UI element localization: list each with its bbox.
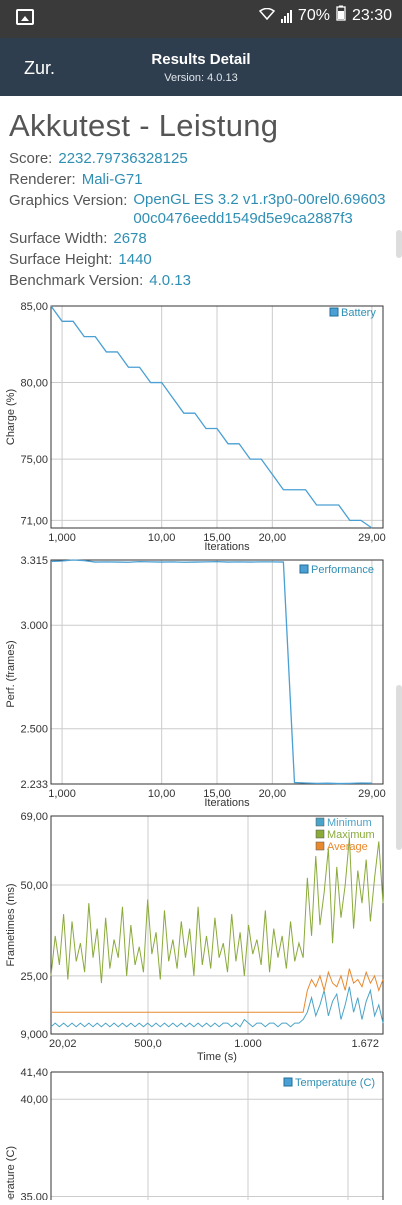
version-subtitle: Version: 4.0.13	[164, 72, 238, 84]
gallery-notification-icon	[16, 9, 34, 25]
x-tick-label: 20,02	[49, 1038, 77, 1050]
frametimes-series-line-minimum	[50, 986, 384, 1028]
detail-row-surface-width: Surface Width: 2678	[9, 228, 402, 249]
y-tick-label: 41,40	[20, 1067, 48, 1079]
battery-chart-svg: 85,00 80,00 75,00 71,001,000 10,00 15,00 20,00…	[5, 301, 386, 553]
detail-value: 1440	[118, 251, 152, 268]
y-tick-label: 75,00	[20, 454, 48, 466]
detail-label: Graphics Version:	[9, 192, 128, 209]
legend-swatch-temperature	[283, 1077, 293, 1087]
page-title: Results Detail	[151, 51, 251, 68]
frametimes-chart: 69,00 50,00 25,00 9,000 20,02 500,0 1.000 1.672…	[0, 810, 402, 1066]
wifi-icon	[258, 7, 276, 25]
legend-swatch-maximum	[315, 829, 325, 839]
y-tick-label: 9,000	[20, 1029, 48, 1041]
plot-frame	[50, 559, 384, 785]
detail-row-renderer: Renderer: Mali-G71	[9, 169, 402, 190]
performance-series-line	[50, 559, 372, 785]
legend-label-temperature: Temperature (C)	[295, 1077, 375, 1089]
detail-label: Surface Width:	[9, 230, 108, 247]
signal-icon	[280, 9, 292, 23]
x-tick-label: 29,00	[358, 532, 386, 544]
y-axis-label: Charge (%)	[5, 389, 17, 445]
x-axis-label: Iterations	[204, 797, 250, 809]
legend-label-minimum: Minimum	[327, 817, 372, 829]
x-tick-label: 10,00	[148, 788, 176, 800]
legend-swatch-performance	[299, 564, 309, 574]
y-tick-label: 35,00	[20, 1192, 48, 1200]
status-right: 70% 23:30	[258, 5, 392, 26]
x-tick-label: 1,000	[48, 788, 76, 800]
test-heading: Akkutest - Leistung	[9, 108, 279, 143]
y-tick-label: 2.233	[20, 779, 48, 791]
x-tick-label: 15,00	[203, 532, 231, 544]
scrollbar-thumb-2[interactable]	[396, 685, 402, 850]
detail-label: Surface Height:	[9, 251, 113, 268]
x-tick-label: 10,00	[148, 532, 176, 544]
detail-value: 2232.79736328125	[58, 150, 188, 167]
y-tick-label: 3.000	[20, 620, 48, 632]
x-tick-label: 1.672	[351, 1038, 379, 1050]
detail-value: 4.0.13	[149, 272, 191, 289]
x-tick-label: 20,00	[259, 788, 287, 800]
y-axis-label: Temperature (C)	[5, 1146, 17, 1200]
y-tick-label: 85,00	[20, 301, 48, 313]
frametimes-series-line-maximum	[50, 837, 384, 984]
y-tick-label: 2.500	[20, 724, 48, 736]
y-tick-label: 40,00	[20, 1094, 48, 1106]
legend-swatch-average	[315, 841, 325, 851]
plot-frame	[50, 305, 384, 529]
clock: 23:30	[351, 6, 392, 24]
x-tick-label: 1,000	[48, 532, 76, 544]
x-tick-label: 15,00	[203, 788, 231, 800]
detail-label: Renderer:	[9, 171, 76, 188]
detail-row-surface-height: Surface Height: 1440	[9, 249, 402, 270]
y-tick-label: 50,00	[20, 880, 48, 892]
battery-series-line	[50, 305, 373, 529]
status-bar: 70% 23:30	[0, 0, 402, 38]
battery-icon	[336, 5, 346, 26]
battery-chart: 85,00 80,00 75,00 71,00 1,000 10,00 15,00 20,00…	[0, 298, 402, 554]
frametimes-series-line-average	[51, 968, 384, 1013]
detail-row-graphics-version: Graphics Version: OpenGL ES 3.2 v1.r3p0-0…	[9, 190, 402, 228]
detail-value: 2678	[113, 230, 147, 247]
performance-chart: 3.315 3.000 2.500 2.233 1,000 10,00 15,00 20,00…	[0, 554, 402, 810]
y-tick-label: 3.315	[20, 555, 48, 567]
detail-row-score: Score: 2232.79736328125	[9, 148, 402, 169]
y-tick-label: 69,00	[20, 811, 48, 823]
title-bar: Zur. Results Detail Version: 4.0.13	[0, 38, 402, 96]
x-tick-label: 1.000	[234, 1038, 262, 1050]
plot-frame	[50, 815, 384, 1035]
detail-label: Benchmark Version:	[9, 272, 144, 289]
battery-percent: 70%	[297, 6, 330, 24]
legend-swatch-battery	[329, 307, 339, 317]
temperature-chart: 41,40 40,00 35,00 Temperature (C) Temperatur…	[0, 1066, 402, 1205]
y-axis-label: Perf. (frames)	[5, 640, 17, 707]
legend-swatch-minimum	[315, 817, 325, 827]
legend-label-performance: Performance	[311, 564, 374, 576]
detail-label: Score:	[9, 150, 53, 167]
detail-row-benchmark-version: Benchmark Version: 4.0.13	[9, 270, 402, 291]
x-tick-label: 29,00	[358, 788, 386, 800]
x-tick-label: 20,00	[259, 532, 287, 544]
scrollbar-thumb-1[interactable]	[396, 230, 402, 258]
legend-label-maximum: Maximum	[327, 829, 375, 841]
details-section: Akkutest - Leistung Score: 2232.797363281…	[9, 108, 402, 291]
back-button[interactable]: Zur.	[24, 58, 56, 78]
x-axis-label: Time (s)	[197, 1051, 237, 1063]
x-tick-label: 500,0	[134, 1038, 162, 1050]
y-tick-label: 71,00	[20, 515, 48, 527]
y-tick-label: 25,00	[20, 971, 48, 983]
y-axis-label: Frametimes (ms)	[5, 883, 17, 966]
detail-value: OpenGL ES 3.2 v1.r3p0-00rel0.69603 00c04…	[133, 191, 386, 227]
y-tick-label: 80,00	[20, 378, 48, 390]
x-axis-label: Iterations	[204, 541, 250, 553]
legend-label-average: Average	[327, 841, 368, 853]
detail-value: Mali-G71	[81, 171, 143, 188]
legend-label-battery: Battery	[341, 307, 376, 319]
